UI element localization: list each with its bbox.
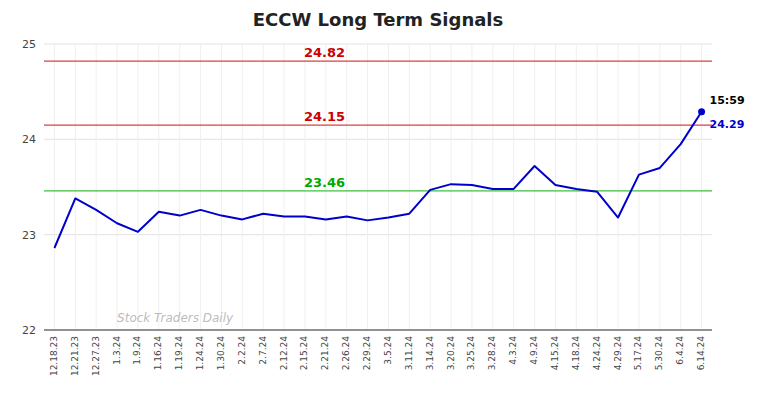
grid-line-x	[200, 44, 201, 330]
x-tick-label: 1.16.24	[153, 336, 163, 371]
grid-line-y	[44, 330, 712, 331]
x-tick-label: 12.27.23	[91, 336, 101, 376]
y-tick-label: 24	[22, 133, 36, 146]
annotation-time: 15:59	[710, 94, 745, 107]
x-tick-label: 6.14.24	[696, 336, 706, 371]
x-tick-label: 4.15.24	[550, 336, 560, 371]
annotation-value: 24.29	[710, 118, 745, 131]
x-tick-label: 6.4.24	[675, 336, 685, 365]
grid-line-x	[513, 44, 514, 330]
grid-line-x	[555, 44, 556, 330]
level-label: 24.82	[304, 45, 345, 60]
grid-line-x	[659, 44, 660, 330]
grid-line-x	[534, 44, 535, 330]
x-tick-label: 2.2.24	[237, 336, 247, 365]
last-point	[698, 108, 705, 115]
grid-line-x	[179, 44, 180, 330]
grid-line-x	[75, 44, 76, 330]
x-tick-label: 2.26.24	[341, 336, 351, 371]
grid-line-x	[471, 44, 472, 330]
x-tick-label: 4.9.24	[529, 336, 539, 365]
grid-line-x	[388, 44, 389, 330]
grid-line-x	[367, 44, 368, 330]
x-tick-label: 4.3.24	[508, 336, 518, 365]
plot-area	[44, 61, 712, 248]
x-tick-label: 3.25.24	[466, 336, 476, 371]
grid-line-x	[137, 44, 138, 330]
level-label: 24.15	[304, 109, 345, 124]
grid-line-x	[701, 44, 702, 330]
x-tick-label: 3.5.24	[383, 336, 393, 365]
x-tick-label: 5.30.24	[654, 336, 664, 371]
x-tick-label: 4.18.24	[571, 336, 581, 371]
x-tick-label: 2.7.24	[258, 336, 268, 365]
grid-line-x	[451, 44, 452, 330]
watermark: Stock Traders Daily	[117, 311, 234, 325]
x-tick-label: 1.24.24	[195, 336, 205, 371]
x-tick-label: 4.24.24	[592, 336, 602, 371]
grid-line-x	[618, 44, 619, 330]
x-tick-label: 2.15.24	[299, 336, 309, 371]
x-tick-label: 3.11.24	[404, 336, 414, 371]
x-tick-label: 2.29.24	[362, 336, 372, 371]
grid-line-x	[409, 44, 410, 330]
grid-line-x	[54, 44, 55, 330]
y-tick-label: 22	[22, 324, 36, 337]
grid-line-x	[576, 44, 577, 330]
grid-line-x	[597, 44, 598, 330]
y-tick-label: 23	[22, 229, 36, 242]
grid-line-y	[44, 234, 712, 235]
chart: ECCW Long Term Signals 22 23 24 25 12.18.23 12…	[0, 0, 784, 398]
title: ECCW Long Term Signals	[253, 9, 504, 30]
x-axis-line	[44, 329, 712, 330]
x-tick-label: 1.9.24	[132, 336, 142, 365]
grid-line-x	[346, 44, 347, 330]
level-line	[44, 190, 712, 191]
x-tick-label: 1.19.24	[174, 336, 184, 371]
grid-line-x	[284, 44, 285, 330]
x-tick-label: 4.29.24	[613, 336, 623, 371]
grid-line-y	[44, 44, 712, 45]
grid	[44, 44, 712, 330]
x-tick-label: 1.3.24	[112, 336, 122, 365]
x-tick-label: 3.14.24	[425, 336, 435, 371]
grid-line-x	[242, 44, 243, 330]
level-line	[44, 61, 712, 62]
grid-line-x	[158, 44, 159, 330]
x-tick-label: 12.18.23	[49, 336, 59, 376]
grid-line-x	[117, 44, 118, 330]
level-line	[44, 124, 712, 125]
x-tick-label: 5.17.24	[633, 336, 643, 371]
x-tick-label: 3.28.24	[487, 336, 497, 371]
grid-line-y	[44, 139, 712, 140]
x-tick-label: 12.21.23	[70, 336, 80, 376]
grid-line-x	[680, 44, 681, 330]
x-tick-label: 1.30.24	[216, 336, 226, 371]
grid-line-x	[263, 44, 264, 330]
x-tick-label: 3.20.24	[446, 336, 456, 371]
grid-line-x	[96, 44, 97, 330]
grid-line-x	[638, 44, 639, 330]
x-tick-label: 2.12.24	[279, 336, 289, 371]
x-tick-label: 2.21.24	[320, 336, 330, 371]
price-line	[54, 112, 701, 248]
y-tick-label: 25	[22, 38, 36, 51]
level-label: 23.46	[304, 175, 345, 190]
grid-line-x	[492, 44, 493, 330]
grid-line-x	[430, 44, 431, 330]
grid-line-x	[221, 44, 222, 330]
